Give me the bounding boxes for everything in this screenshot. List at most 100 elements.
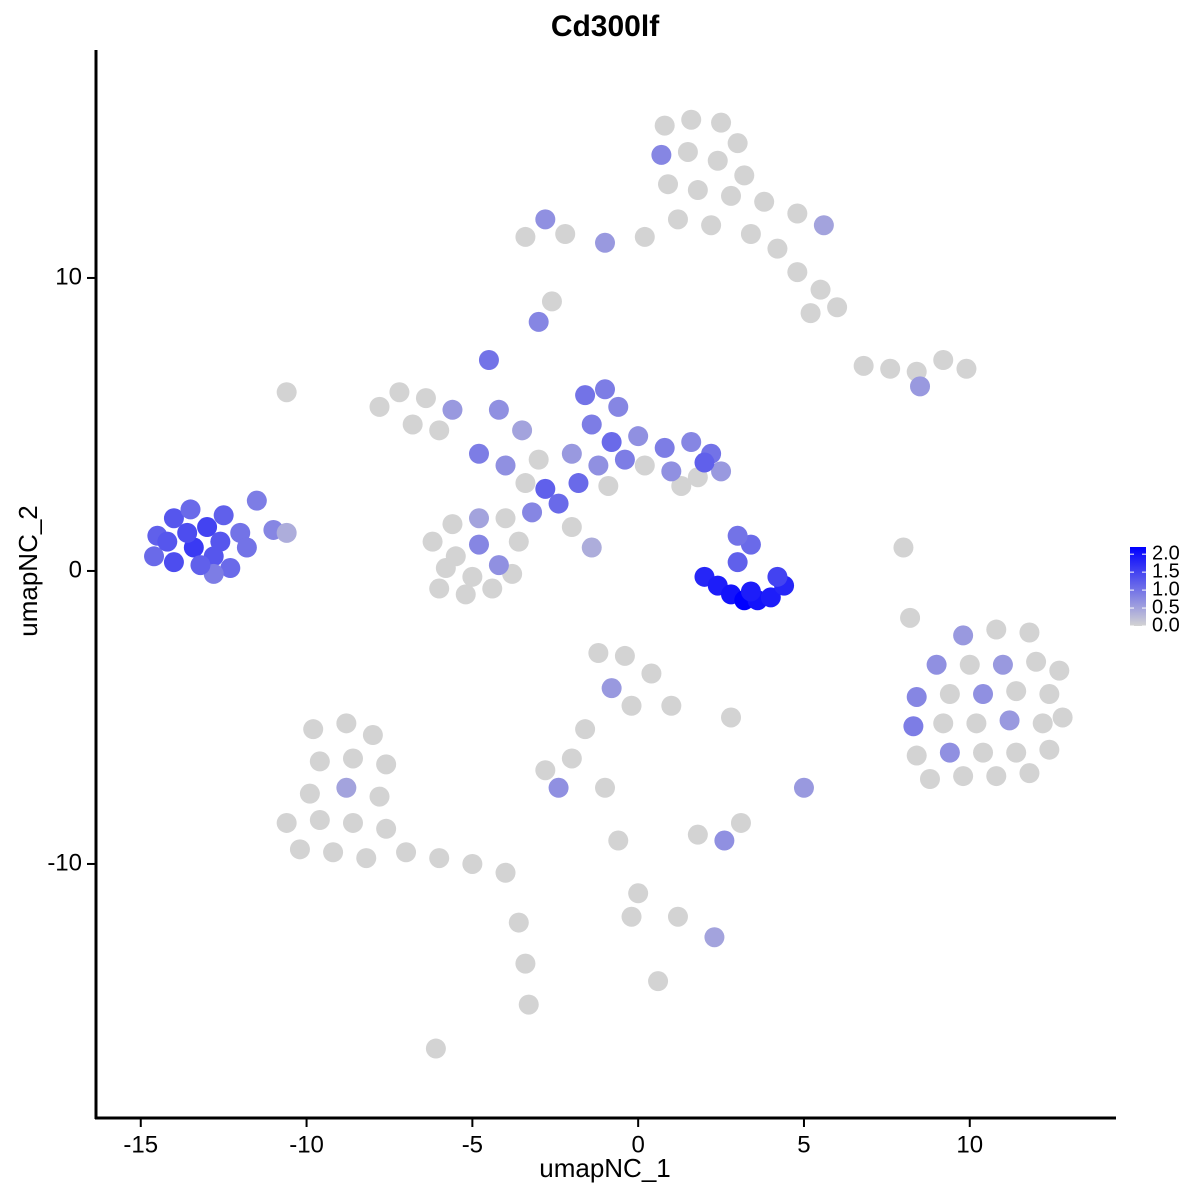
point — [634, 455, 655, 476]
point — [246, 490, 267, 511]
x-tick-label: 10 — [956, 1131, 983, 1158]
point — [210, 531, 231, 552]
point — [1039, 684, 1060, 705]
point — [1006, 742, 1027, 763]
point — [880, 358, 901, 379]
point — [309, 751, 330, 772]
point — [220, 558, 241, 579]
point — [1039, 739, 1060, 760]
point — [903, 716, 924, 737]
point — [986, 619, 1007, 640]
point — [1049, 660, 1070, 681]
point — [336, 777, 357, 798]
point — [959, 654, 980, 675]
point — [342, 748, 363, 769]
point — [727, 525, 748, 546]
point — [754, 191, 775, 212]
point — [681, 109, 702, 130]
point — [711, 112, 732, 133]
point — [800, 303, 821, 324]
point — [548, 777, 569, 798]
point — [727, 133, 748, 154]
point — [813, 215, 834, 236]
point — [376, 754, 397, 775]
colorbar-tick-label: 0.5 — [1152, 596, 1180, 618]
point — [561, 517, 582, 538]
point — [1052, 707, 1073, 728]
point — [369, 396, 390, 417]
point — [661, 461, 682, 482]
point — [276, 812, 297, 833]
point — [687, 180, 708, 201]
point — [711, 461, 732, 482]
point — [548, 493, 569, 514]
colorbar — [1130, 547, 1146, 626]
point — [966, 713, 987, 734]
point — [197, 517, 218, 538]
point — [939, 684, 960, 705]
point — [541, 291, 562, 312]
point — [933, 713, 954, 734]
point — [389, 382, 410, 403]
point — [1026, 651, 1047, 672]
y-tick-label: -10 — [47, 849, 82, 876]
point — [508, 912, 529, 933]
colorbar-tick-label: 2.0 — [1152, 542, 1180, 564]
point — [614, 449, 635, 470]
point — [661, 695, 682, 716]
point — [648, 971, 669, 992]
point — [687, 824, 708, 845]
colorbar-tick-label: 1.0 — [1152, 578, 1180, 600]
point — [658, 174, 679, 195]
point — [144, 546, 165, 567]
point — [462, 566, 483, 587]
point — [953, 625, 974, 646]
point — [429, 848, 450, 869]
point — [515, 226, 536, 247]
point — [608, 830, 629, 851]
point — [422, 531, 443, 552]
point — [157, 531, 178, 552]
point — [515, 953, 536, 974]
point — [721, 707, 742, 728]
point — [893, 537, 914, 558]
point — [760, 587, 781, 608]
point — [767, 566, 788, 587]
point — [730, 812, 751, 833]
point — [677, 141, 698, 162]
point — [721, 185, 742, 206]
point — [575, 385, 596, 406]
point — [727, 552, 748, 573]
point — [356, 848, 377, 869]
point — [429, 420, 450, 441]
point — [561, 443, 582, 464]
point — [289, 839, 310, 860]
point — [495, 508, 516, 529]
point — [488, 399, 509, 420]
point — [910, 376, 931, 397]
point — [236, 537, 257, 558]
points — [144, 109, 1073, 1059]
x-tick-label: -15 — [123, 1131, 158, 1158]
point — [671, 475, 692, 496]
point — [535, 209, 556, 230]
point — [926, 654, 947, 675]
point — [707, 150, 728, 171]
point — [694, 452, 715, 473]
point — [396, 842, 417, 863]
point — [701, 215, 722, 236]
point — [163, 508, 184, 529]
point — [568, 473, 589, 494]
point — [488, 555, 509, 576]
point — [478, 349, 499, 370]
point — [1019, 763, 1040, 784]
point — [595, 777, 616, 798]
point — [906, 686, 927, 707]
point — [309, 810, 330, 831]
point — [415, 388, 436, 409]
point — [468, 534, 489, 555]
y-axis-title: umapNC_2 — [13, 505, 43, 637]
point — [369, 786, 390, 807]
point — [793, 777, 814, 798]
